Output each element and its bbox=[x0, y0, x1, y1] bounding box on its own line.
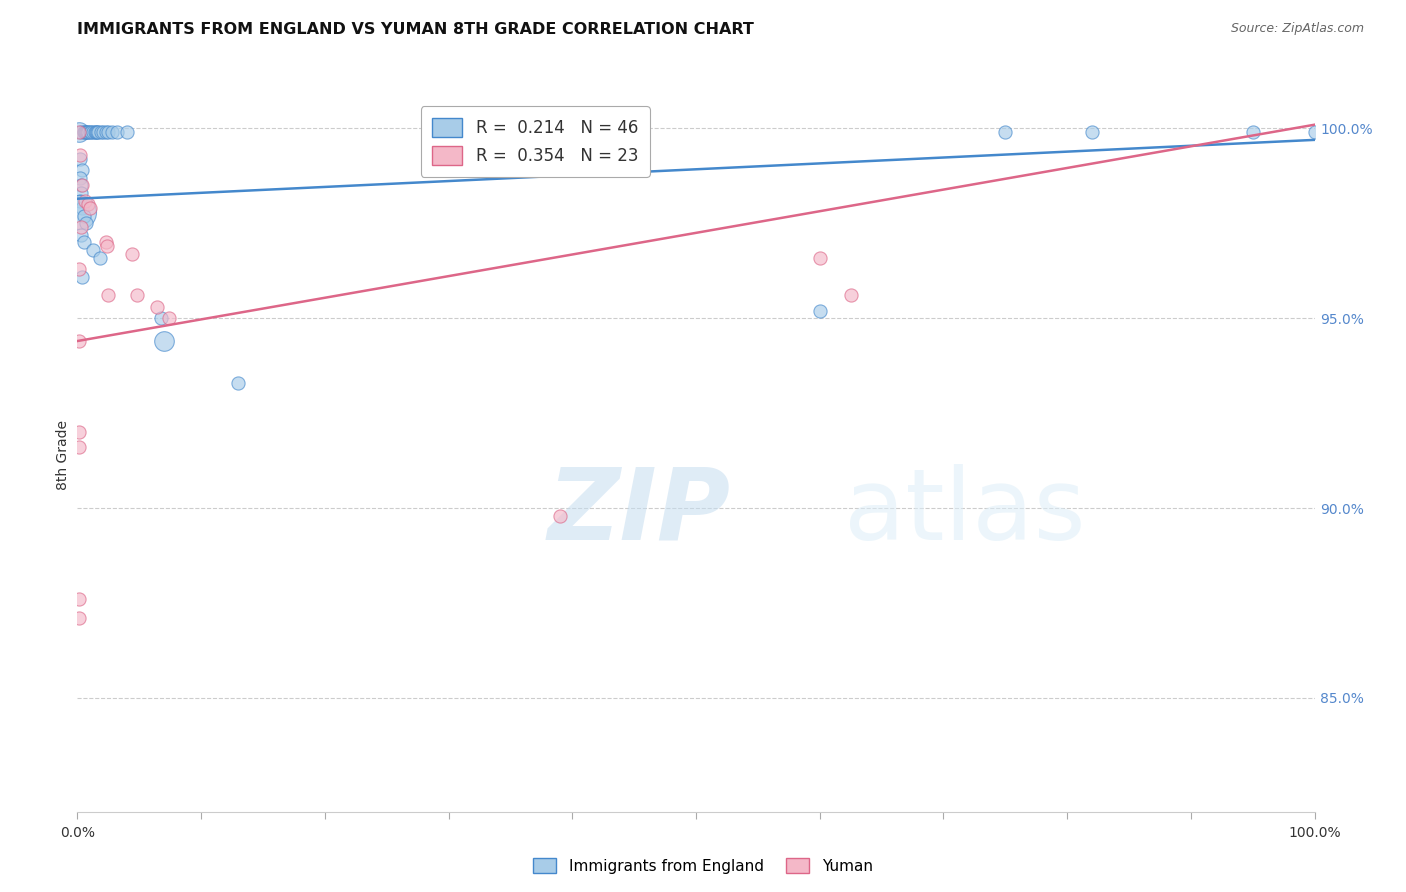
Point bbox=[77, 125, 100, 139]
Point bbox=[115, 125, 138, 139]
Point bbox=[75, 125, 97, 139]
Point bbox=[226, 376, 249, 390]
Text: IMMIGRANTS FROM ENGLAND VS YUMAN 8TH GRADE CORRELATION CHART: IMMIGRANTS FROM ENGLAND VS YUMAN 8TH GRA… bbox=[77, 22, 754, 37]
Point bbox=[72, 235, 94, 250]
Point bbox=[72, 269, 94, 284]
Point bbox=[101, 125, 124, 139]
Point bbox=[67, 425, 90, 439]
Point bbox=[105, 125, 128, 139]
Point bbox=[72, 125, 94, 139]
Point bbox=[69, 152, 91, 166]
Point bbox=[499, 125, 522, 139]
Point bbox=[73, 125, 96, 139]
Point bbox=[1303, 125, 1326, 139]
Point bbox=[82, 243, 104, 257]
Point bbox=[839, 288, 862, 302]
Point bbox=[808, 251, 831, 265]
Point bbox=[69, 194, 91, 208]
Point bbox=[70, 227, 93, 242]
Point bbox=[67, 125, 90, 139]
Point bbox=[94, 235, 117, 250]
Point bbox=[84, 125, 107, 139]
Point bbox=[150, 311, 173, 326]
Point bbox=[83, 125, 105, 139]
Point bbox=[73, 194, 96, 208]
Point bbox=[67, 334, 90, 348]
Point bbox=[80, 125, 103, 139]
Point bbox=[67, 611, 90, 625]
Point bbox=[994, 125, 1017, 139]
Point bbox=[76, 125, 98, 139]
Legend: Immigrants from England, Yuman: Immigrants from England, Yuman bbox=[527, 852, 879, 880]
Point bbox=[1241, 125, 1264, 139]
Point bbox=[70, 220, 93, 235]
Point bbox=[72, 178, 94, 193]
Point bbox=[77, 197, 100, 211]
Point bbox=[97, 125, 120, 139]
Text: Source: ZipAtlas.com: Source: ZipAtlas.com bbox=[1230, 22, 1364, 36]
Point bbox=[94, 125, 117, 139]
Point bbox=[121, 246, 143, 260]
Point bbox=[69, 148, 91, 162]
Y-axis label: 8th Grade: 8th Grade bbox=[56, 420, 70, 490]
Point bbox=[153, 334, 176, 348]
Legend: R =  0.214   N = 46, R =  0.354   N = 23: R = 0.214 N = 46, R = 0.354 N = 23 bbox=[420, 106, 650, 177]
Point bbox=[67, 592, 90, 607]
Point bbox=[808, 303, 831, 318]
Point bbox=[72, 163, 94, 178]
Point bbox=[70, 125, 93, 139]
Point bbox=[72, 209, 94, 223]
Point bbox=[548, 508, 571, 523]
Point bbox=[87, 125, 110, 139]
Point bbox=[70, 186, 93, 200]
Point bbox=[91, 125, 114, 139]
Point bbox=[86, 125, 108, 139]
Point bbox=[157, 311, 180, 326]
Point bbox=[67, 261, 90, 276]
Point bbox=[75, 216, 97, 230]
Point bbox=[97, 288, 120, 302]
Point bbox=[70, 178, 93, 193]
Point bbox=[82, 125, 104, 139]
Text: ZIP: ZIP bbox=[547, 464, 731, 560]
Text: atlas: atlas bbox=[845, 464, 1085, 560]
Point bbox=[89, 251, 111, 265]
Point bbox=[79, 125, 101, 139]
Point bbox=[67, 125, 90, 139]
Point bbox=[1081, 125, 1104, 139]
Point bbox=[90, 125, 112, 139]
Point bbox=[67, 440, 90, 454]
Point bbox=[72, 201, 94, 215]
Point bbox=[67, 205, 90, 219]
Point bbox=[69, 170, 91, 185]
Point bbox=[79, 201, 101, 215]
Point bbox=[96, 239, 118, 253]
Point bbox=[450, 125, 472, 139]
Point bbox=[125, 288, 148, 302]
Point bbox=[145, 300, 167, 314]
